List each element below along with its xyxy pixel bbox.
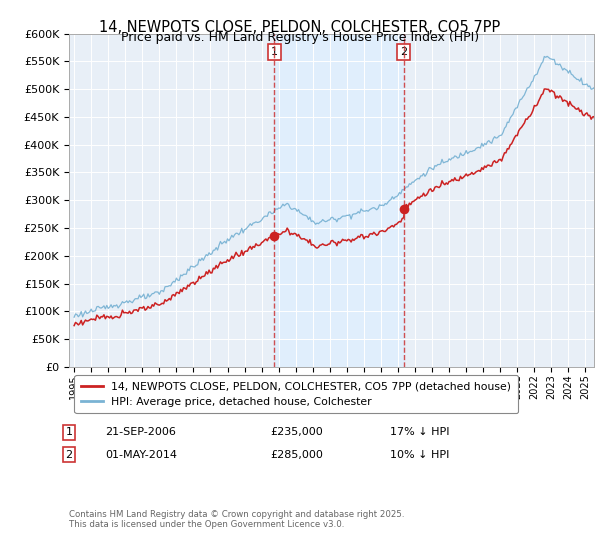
Text: Contains HM Land Registry data © Crown copyright and database right 2025.
This d: Contains HM Land Registry data © Crown c… [69,510,404,529]
Text: 01-MAY-2014: 01-MAY-2014 [105,450,177,460]
Text: 1: 1 [271,47,278,57]
Text: 2: 2 [65,450,73,460]
Text: 1: 1 [65,427,73,437]
Text: 14, NEWPOTS CLOSE, PELDON, COLCHESTER, CO5 7PP: 14, NEWPOTS CLOSE, PELDON, COLCHESTER, C… [100,20,500,35]
Text: 10% ↓ HPI: 10% ↓ HPI [390,450,449,460]
Text: £235,000: £235,000 [270,427,323,437]
Text: £285,000: £285,000 [270,450,323,460]
Legend: 14, NEWPOTS CLOSE, PELDON, COLCHESTER, CO5 7PP (detached house), HPI: Average pr: 14, NEWPOTS CLOSE, PELDON, COLCHESTER, C… [74,375,518,413]
Text: 21-SEP-2006: 21-SEP-2006 [105,427,176,437]
Text: Price paid vs. HM Land Registry's House Price Index (HPI): Price paid vs. HM Land Registry's House … [121,31,479,44]
Text: 2: 2 [400,47,407,57]
Bar [274,34,404,367]
Text: 17% ↓ HPI: 17% ↓ HPI [390,427,449,437]
